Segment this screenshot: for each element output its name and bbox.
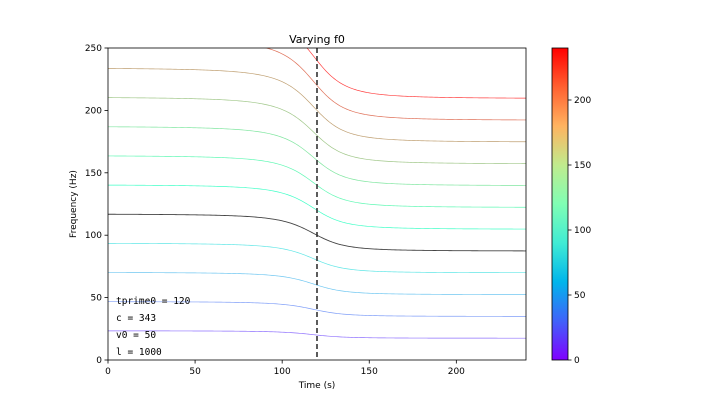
x-axis-label: Time (s) bbox=[298, 381, 336, 391]
series-line-f0-220 bbox=[265, 48, 526, 121]
x-tick-label: 0 bbox=[105, 367, 111, 377]
colorbar-tick-label: 0 bbox=[574, 356, 580, 366]
y-tick-label: 250 bbox=[85, 44, 102, 54]
y-tick-label: 50 bbox=[91, 294, 103, 304]
series-line-f0-60 bbox=[108, 272, 526, 295]
series-line-f0-180 bbox=[108, 97, 526, 164]
series-line-f0-40 bbox=[108, 301, 526, 317]
colorbar-gradient bbox=[551, 47, 569, 361]
y-tick-label: 0 bbox=[96, 356, 102, 366]
series-line-f0-200 bbox=[108, 68, 526, 143]
parameter-annotations: tprime0 = 120 c = 343 v0 = 50 l = 1000 bbox=[116, 296, 191, 358]
chart-title: Varying f0 bbox=[289, 33, 345, 46]
y-tick-label: 150 bbox=[85, 169, 102, 179]
annotation-v0: v0 = 50 bbox=[116, 330, 156, 341]
annotation-tprime0: tprime0 = 120 bbox=[116, 296, 191, 307]
colorbar: 0 50 100 150 200 bbox=[551, 47, 591, 366]
colorbar-tick-label: 50 bbox=[574, 291, 586, 301]
x-tick-label: 100 bbox=[274, 367, 291, 377]
colorbar-tick-label: 150 bbox=[574, 161, 591, 171]
y-axis-ticks: 0 50 100 150 200 250 bbox=[85, 44, 108, 366]
x-tick-label: 150 bbox=[361, 367, 378, 377]
series-line-f0-20 bbox=[108, 330, 526, 339]
colorbar-ticks: 0 50 100 150 200 bbox=[568, 96, 591, 366]
plot-frame bbox=[107, 47, 527, 361]
y-axis-label: Frequency (Hz) bbox=[69, 170, 79, 238]
colorbar-tick-label: 100 bbox=[574, 226, 591, 236]
x-axis-ticks: 0 50 100 150 200 bbox=[105, 360, 465, 377]
x-tick-label: 50 bbox=[189, 367, 201, 377]
y-tick-label: 100 bbox=[85, 231, 102, 241]
x-tick-label: 200 bbox=[448, 367, 465, 377]
y-tick-label: 200 bbox=[85, 106, 102, 116]
colorbar-tick-label: 200 bbox=[574, 96, 591, 106]
annotation-l: l = 1000 bbox=[116, 347, 162, 358]
annotation-c: c = 343 bbox=[116, 313, 156, 324]
